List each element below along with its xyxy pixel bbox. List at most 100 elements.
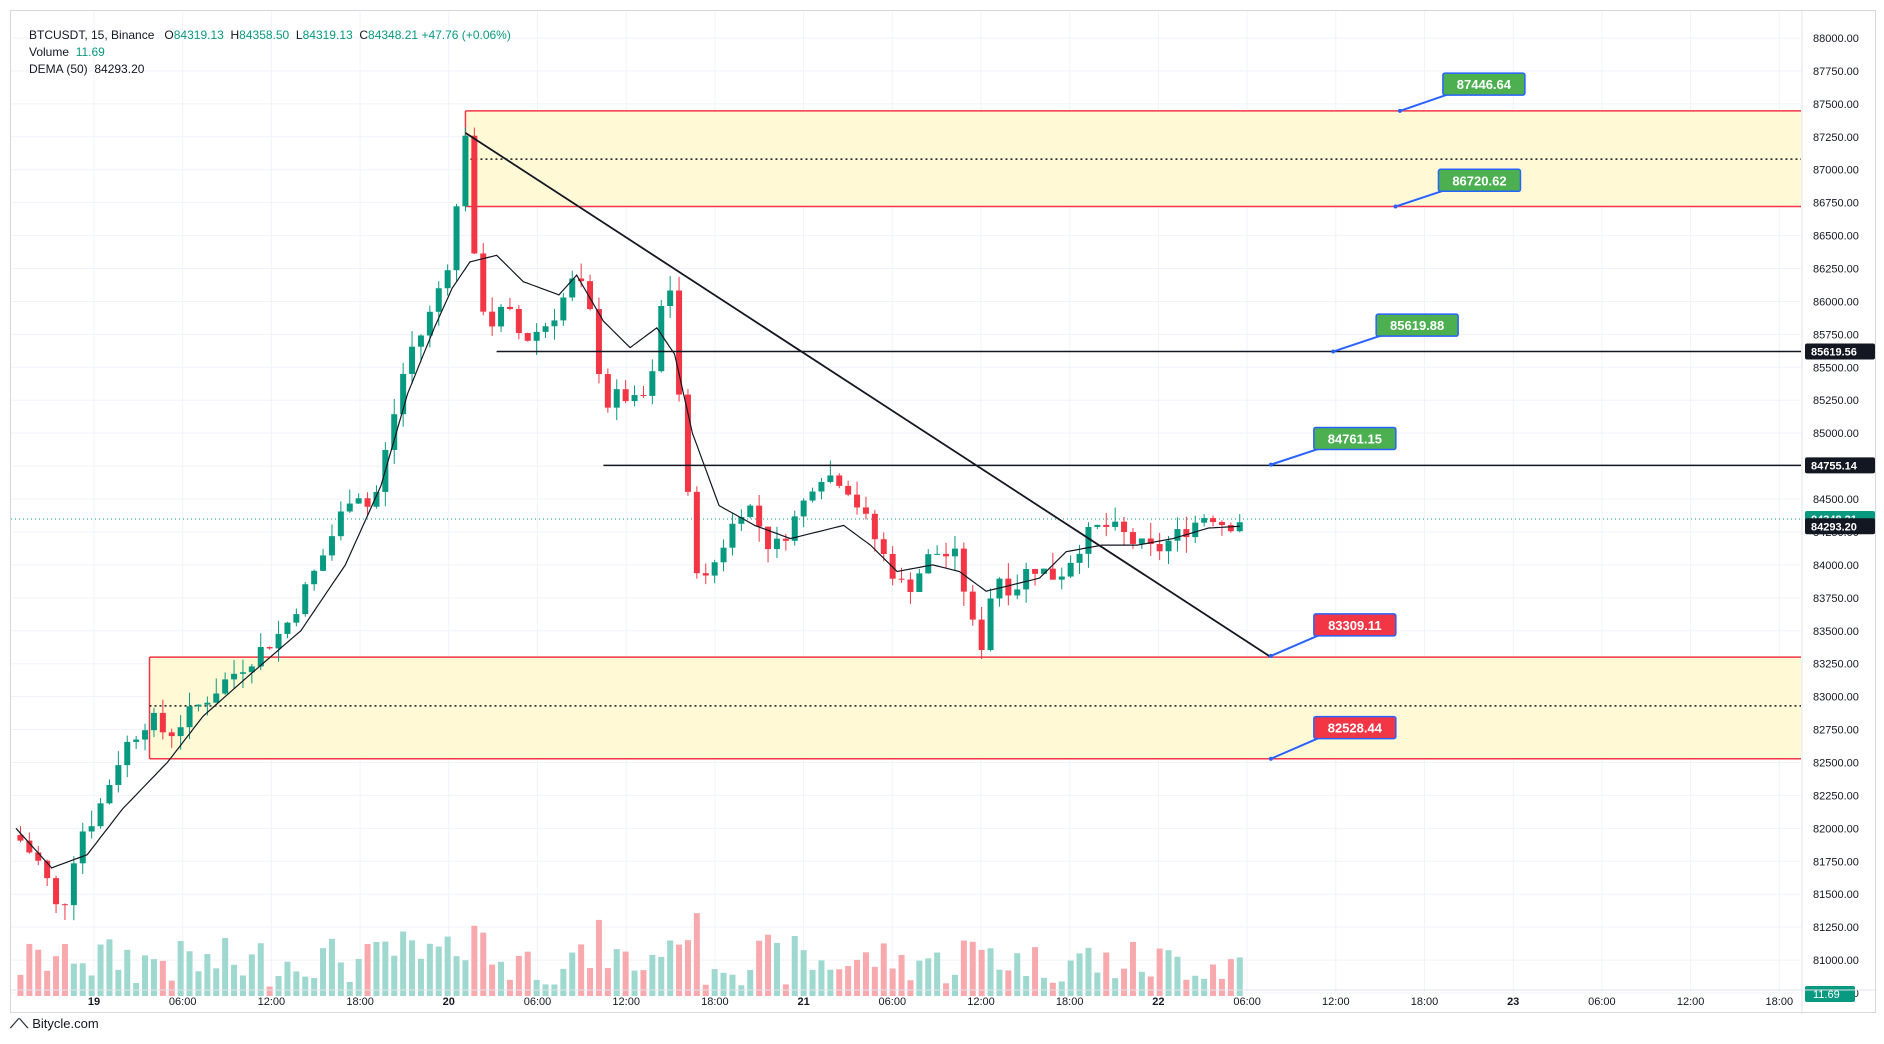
x-tick-label: 06:00 [879, 996, 907, 1008]
volume-bar [124, 949, 131, 996]
candle-body [720, 547, 727, 563]
candle-body [417, 335, 424, 347]
volume-bar [328, 938, 335, 996]
volume-bar [1049, 982, 1056, 996]
candle-body [960, 548, 967, 592]
chart-legend: BTCUSDT, 15, Binance O84319.13 H84358.50… [29, 27, 511, 78]
candle-body [1227, 525, 1234, 532]
candle-body [1129, 532, 1136, 544]
candle-body [640, 395, 647, 397]
candle-body [702, 573, 709, 576]
candle-body [676, 290, 683, 395]
candle-body [738, 517, 745, 524]
footer-brand[interactable]: ⟋⟍ Bitycle.com [10, 1016, 99, 1032]
volume-bar [934, 952, 941, 996]
volume-bar [595, 919, 602, 996]
volume-bar [1040, 977, 1047, 996]
callout-anchor [1393, 204, 1398, 209]
candle-body [987, 598, 994, 651]
price-axis-badge [1805, 518, 1875, 535]
price-axis-badge [1805, 343, 1875, 360]
volume-bar [560, 968, 567, 996]
candle-body [693, 491, 700, 574]
volume-bar [417, 958, 424, 996]
volume-bar [720, 972, 727, 996]
y-axis: 88000.00 87750.00 87500.00 87250.00 87000.00… [1801, 11, 1875, 1014]
candle-body [302, 584, 309, 615]
price-axis-badge [1805, 457, 1875, 474]
change-value: +47.76 (+0.06%) [421, 28, 511, 42]
volume-bar [168, 980, 175, 996]
candle-body [337, 511, 344, 537]
y-tick-label: 83000.00 [1813, 692, 1859, 704]
candle-body [17, 834, 24, 841]
volume-bar [1023, 976, 1030, 996]
candle-body [150, 712, 157, 731]
x-tick-label: 20 [443, 996, 455, 1008]
y-tick-label: 81000.00 [1813, 955, 1859, 967]
price-chart[interactable]: 88000.00 87750.00 87500.00 87250.00 87000.00… [11, 11, 1877, 1014]
candle-body [186, 706, 193, 728]
candle-body [213, 693, 220, 703]
volume-bar [142, 955, 149, 996]
candle-body [907, 579, 914, 592]
candle-body [1156, 544, 1163, 552]
candle-body [943, 553, 950, 557]
volume-bar [1121, 968, 1128, 996]
y-tick-label: 87750.00 [1813, 66, 1859, 78]
candle-body [756, 505, 763, 527]
callout-box [1313, 613, 1397, 637]
candle-body [515, 308, 522, 334]
volume-bar [435, 946, 442, 996]
zones [148, 110, 1802, 760]
candle-body [631, 395, 638, 402]
candle-body [604, 374, 611, 408]
volume-bar [498, 961, 505, 996]
volume-bar [1005, 970, 1012, 996]
x-axis: 19 06:00 12:00 18:00 20 06:00 12:00 18:00 21 06:0… [11, 989, 1877, 1008]
candle-body [1014, 589, 1021, 596]
candle-body [26, 840, 33, 853]
candle-body [435, 288, 442, 312]
candle-body [969, 591, 976, 620]
volume-bar [845, 966, 852, 996]
volume-bar [346, 981, 353, 996]
candle-body [480, 253, 487, 312]
candle-body [489, 311, 496, 327]
y-tick-label: 81500.00 [1813, 889, 1859, 901]
candle-body [667, 290, 674, 307]
candles [17, 127, 1243, 921]
volume-bar [35, 949, 42, 996]
volume-bar [1112, 978, 1119, 996]
volume-bar [70, 963, 77, 996]
candle-body [978, 619, 985, 651]
volume-bar [676, 944, 683, 996]
candle-body [622, 389, 629, 402]
y-tick-label: 85750.00 [1813, 329, 1859, 341]
candle-body [587, 281, 594, 310]
x-tick-label: 21 [797, 996, 809, 1008]
chart-frame[interactable]: 88000.00 87750.00 87500.00 87250.00 87000.00… [10, 10, 1877, 1014]
candle-body [364, 498, 371, 507]
candle-body [426, 311, 433, 336]
callout-pointer [1270, 447, 1321, 466]
y-tick-label: 86250.00 [1813, 264, 1859, 276]
volume-bar [1174, 956, 1181, 996]
candle-body [729, 523, 736, 548]
candle-body [747, 505, 754, 518]
candle-body [498, 306, 505, 327]
candle-body [1058, 576, 1065, 580]
y-tick-label: 88000.00 [1813, 33, 1859, 45]
candle-body [453, 206, 460, 271]
callout-pointer [1270, 736, 1321, 760]
ohlc-open: O84319.13 [164, 28, 224, 42]
price-axis-badge-text: 84293.20 [1811, 521, 1857, 533]
volume-bar [658, 956, 665, 996]
volume-bar [1129, 941, 1136, 996]
callout-label: 86720.62 [1452, 173, 1506, 188]
volume-bar [916, 960, 923, 996]
y-tick-label: 83250.00 [1813, 659, 1859, 671]
volume-bar [302, 976, 309, 996]
candle-body [560, 297, 567, 321]
candle-body [1085, 526, 1092, 554]
